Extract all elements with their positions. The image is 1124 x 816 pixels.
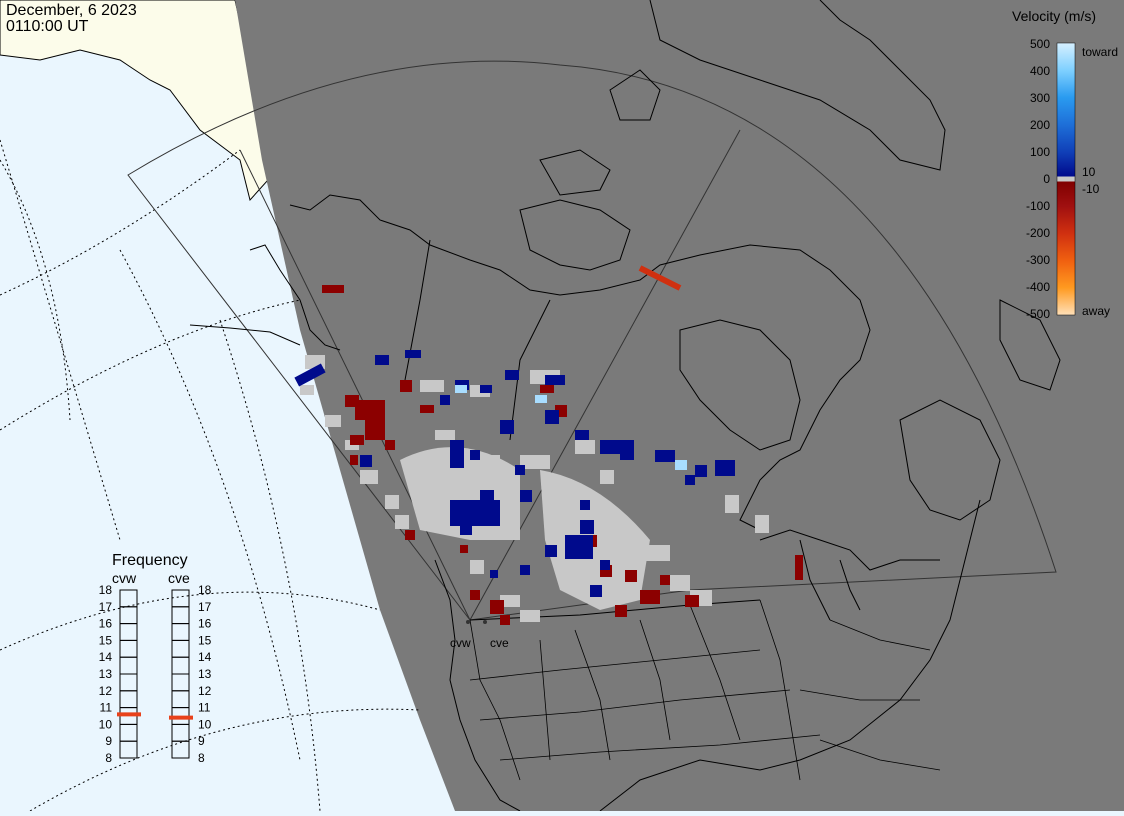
frequency-scale-label: 18 (198, 583, 212, 597)
frequency-scale-label: 11 (100, 701, 113, 715)
frequency-scale-label: 12 (99, 684, 113, 698)
frequency-scale-label: 10 (198, 717, 212, 731)
station-label-cvw: cvw (450, 636, 471, 650)
legend-toward-label: toward (1082, 45, 1118, 59)
frequency-radar-label-cve: cve (168, 570, 190, 586)
legend-tick-label: 200 (1030, 118, 1050, 132)
legend-tick-label: 100 (1030, 145, 1050, 159)
frequency-scale-label: 15 (198, 633, 212, 647)
frequency-cell (119, 740, 138, 759)
fov-beam-line-2 (239, 149, 471, 621)
velocity-legend-title: Velocity (m/s) (1012, 8, 1096, 24)
frequency-scale-label: 14 (198, 650, 212, 664)
frequency-scale-label: 9 (198, 734, 205, 748)
velocity-toward-cells (294, 350, 735, 597)
frequency-bar-cvw: 18 17 16 15 14 13 12 11 10 9 8 (99, 583, 141, 765)
station-label-cve: cve (490, 636, 509, 650)
frequency-scale-label: 14 (99, 650, 113, 664)
admin-borders (469, 599, 941, 781)
frequency-title: Frequency (112, 552, 188, 569)
legend-tick-label: -500 (1026, 307, 1050, 321)
graticule (0, 139, 421, 812)
velocity-colorbar (1056, 42, 1076, 316)
frequency-scale-label: 17 (198, 600, 212, 614)
legend-tick-label: -400 (1026, 280, 1050, 294)
frequency-scale-label: 15 (99, 633, 113, 647)
velocity-legend: Velocity (m/s) 500 400 300 200 100 0 -100 -200 -… (1012, 8, 1118, 321)
frequency-scale-label: 11 (198, 701, 211, 715)
legend-tick-label: 400 (1030, 64, 1050, 78)
legend-minus10-label: -10 (1082, 182, 1100, 196)
legend-tick-label: 300 (1030, 91, 1050, 105)
frequency-scale-label: 10 (99, 717, 113, 731)
frequency-scale-label: 8 (105, 751, 112, 765)
radar-site-cve (483, 620, 487, 624)
legend-tick-label: -200 (1026, 226, 1050, 240)
legend-away-label: away (1082, 304, 1110, 318)
frequency-scale-label: 13 (99, 667, 113, 681)
frequency-scale-label: 12 (198, 684, 212, 698)
frequency-scale-label: 9 (105, 734, 112, 748)
frequency-radar-label-cvw: cvw (112, 570, 137, 586)
frequency-scale-label: 18 (99, 583, 113, 597)
frequency-scale-label: 16 (99, 617, 113, 631)
frequency-scale-label: 17 (99, 600, 113, 614)
frequency-bar-cve: 18 17 16 15 14 13 12 11 10 9 8 (169, 583, 212, 765)
header-time: 0110:00 UT (6, 18, 89, 35)
legend-tick-label: 500 (1030, 37, 1050, 51)
night-shade (235, 0, 1124, 811)
legend-tick-label: -300 (1026, 253, 1050, 267)
radar-site-cvw (466, 620, 470, 624)
legend-plus10-label: 10 (1082, 165, 1096, 179)
frequency-scale-label: 16 (198, 617, 212, 631)
legend-tick-label: 0 (1043, 172, 1050, 186)
legend-tick-label: -100 (1026, 199, 1050, 213)
frequency-panel: Frequency cvw cve 1817161514131211109818… (99, 552, 212, 765)
frequency-cell (171, 740, 190, 759)
frequency-scale-label: 13 (198, 667, 212, 681)
header-date: December, 6 2023 (6, 2, 137, 19)
frequency-scale-label: 8 (198, 751, 205, 765)
velocity-streak (638, 265, 682, 291)
velocity-fast-toward-cells (455, 385, 687, 470)
